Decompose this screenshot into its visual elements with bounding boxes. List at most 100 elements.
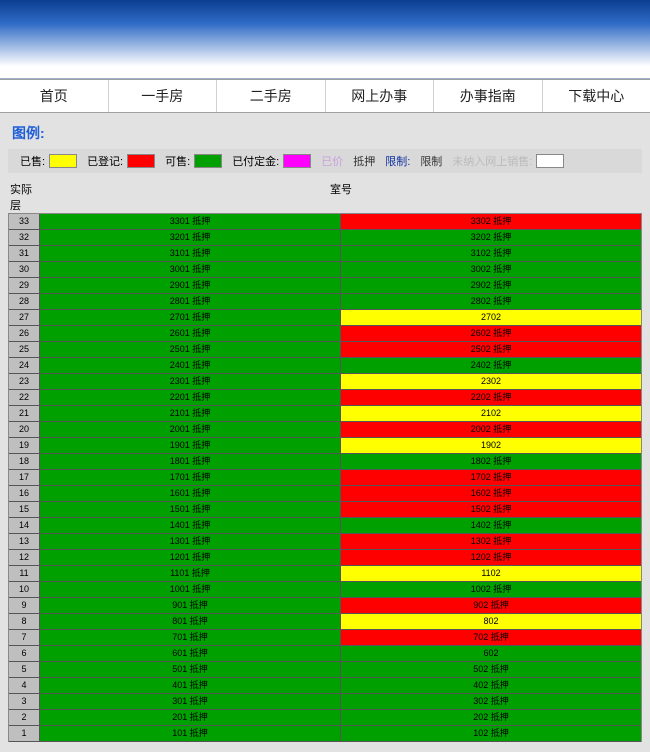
unit-cell[interactable]: 901 抵押 <box>40 598 341 613</box>
unit-cell[interactable]: 2501 抵押 <box>40 342 341 357</box>
unit-cell[interactable]: 2901 抵押 <box>40 278 341 293</box>
unit-cell[interactable]: 601 抵押 <box>40 646 341 661</box>
unit-cell[interactable]: 2402 抵押 <box>341 358 641 373</box>
unit-cell[interactable]: 3001 抵押 <box>40 262 341 277</box>
unit-cell[interactable]: 701 抵押 <box>40 630 341 645</box>
floor-cell: 19 <box>9 438 40 453</box>
floor-cell: 22 <box>9 390 40 405</box>
unit-cell[interactable]: 2102 <box>341 406 641 421</box>
unit-cell[interactable]: 102 抵押 <box>341 726 641 741</box>
nav-item-3[interactable]: 网上办事 <box>325 80 434 112</box>
unit-cell[interactable]: 1801 抵押 <box>40 454 341 469</box>
legend-label-5: 抵押 <box>353 153 375 169</box>
unit-cell[interactable]: 2702 <box>341 310 641 325</box>
table-row: 8801 抵押802 <box>9 614 641 630</box>
unit-cell[interactable]: 2101 抵押 <box>40 406 341 421</box>
floor-cell: 23 <box>9 374 40 389</box>
unit-cell[interactable]: 1902 <box>341 438 641 453</box>
unit-cell[interactable]: 3101 抵押 <box>40 246 341 261</box>
nav-item-0[interactable]: 首页 <box>0 80 108 112</box>
table-row: 1101 抵押102 抵押 <box>9 726 641 742</box>
unit-cell[interactable]: 2602 抵押 <box>341 326 641 341</box>
unit-cell[interactable]: 302 抵押 <box>341 694 641 709</box>
table-row: 252501 抵押2502 抵押 <box>9 342 641 358</box>
unit-cell[interactable]: 1001 抵押 <box>40 582 341 597</box>
floor-cell: 20 <box>9 422 40 437</box>
table-row: 303001 抵押3002 抵押 <box>9 262 641 278</box>
unit-cell[interactable]: 3302 抵押 <box>341 214 641 229</box>
unit-cell[interactable]: 2002 抵押 <box>341 422 641 437</box>
unit-cell[interactable]: 2801 抵押 <box>40 294 341 309</box>
unit-cell[interactable]: 1701 抵押 <box>40 470 341 485</box>
unit-cell[interactable]: 1102 <box>341 566 641 581</box>
nav-item-5[interactable]: 下载中心 <box>542 80 650 112</box>
unit-cell[interactable]: 1401 抵押 <box>40 518 341 533</box>
floor-cell: 30 <box>9 262 40 277</box>
unit-cell[interactable]: 2301 抵押 <box>40 374 341 389</box>
unit-cell[interactable]: 502 抵押 <box>341 662 641 677</box>
nav-item-2[interactable]: 二手房 <box>216 80 325 112</box>
unit-cell[interactable]: 1402 抵押 <box>341 518 641 533</box>
unit-cell[interactable]: 2902 抵押 <box>341 278 641 293</box>
unit-cell[interactable]: 2201 抵押 <box>40 390 341 405</box>
unit-cell[interactable]: 1602 抵押 <box>341 486 641 501</box>
unit-cell[interactable]: 2802 抵押 <box>341 294 641 309</box>
unit-cell[interactable]: 1201 抵押 <box>40 550 341 565</box>
table-row: 161601 抵押1602 抵押 <box>9 486 641 502</box>
unit-cell[interactable]: 401 抵押 <box>40 678 341 693</box>
floor-cell: 26 <box>9 326 40 341</box>
unit-cell[interactable]: 1301 抵押 <box>40 534 341 549</box>
unit-cell[interactable]: 1101 抵押 <box>40 566 341 581</box>
unit-cell[interactable]: 2701 抵押 <box>40 310 341 325</box>
legend-swatch-1 <box>127 154 155 168</box>
table-row: 5501 抵押502 抵押 <box>9 662 641 678</box>
unit-cell[interactable]: 3301 抵押 <box>40 214 341 229</box>
table-row: 292901 抵押2902 抵押 <box>9 278 641 294</box>
unit-cell[interactable]: 1502 抵押 <box>341 502 641 517</box>
unit-cell[interactable]: 101 抵押 <box>40 726 341 741</box>
unit-cell[interactable]: 1802 抵押 <box>341 454 641 469</box>
unit-cell[interactable]: 2001 抵押 <box>40 422 341 437</box>
table-row: 151501 抵押1502 抵押 <box>9 502 641 518</box>
floor-cell: 27 <box>9 310 40 325</box>
unit-cell[interactable]: 501 抵押 <box>40 662 341 677</box>
floor-cell: 12 <box>9 550 40 565</box>
unit-cell[interactable]: 1901 抵押 <box>40 438 341 453</box>
unit-cell[interactable]: 2202 抵押 <box>341 390 641 405</box>
nav-item-1[interactable]: 一手房 <box>108 80 217 112</box>
unit-cell[interactable]: 702 抵押 <box>341 630 641 645</box>
legend-swatch-3 <box>283 154 311 168</box>
nav-item-4[interactable]: 办事指南 <box>433 80 542 112</box>
table-row: 272701 抵押2702 <box>9 310 641 326</box>
table-row: 212101 抵押2102 <box>9 406 641 422</box>
unit-cell[interactable]: 2401 抵押 <box>40 358 341 373</box>
unit-cell[interactable]: 201 抵押 <box>40 710 341 725</box>
unit-cell[interactable]: 3201 抵押 <box>40 230 341 245</box>
unit-cell[interactable]: 2601 抵押 <box>40 326 341 341</box>
unit-cell[interactable]: 1302 抵押 <box>341 534 641 549</box>
floor-cell: 7 <box>9 630 40 645</box>
unit-cell[interactable]: 3002 抵押 <box>341 262 641 277</box>
unit-cell[interactable]: 1601 抵押 <box>40 486 341 501</box>
unit-cell[interactable]: 301 抵押 <box>40 694 341 709</box>
unit-cell[interactable]: 3202 抵押 <box>341 230 641 245</box>
unit-cell[interactable]: 902 抵押 <box>341 598 641 613</box>
floor-cell: 9 <box>9 598 40 613</box>
unit-cell[interactable]: 1002 抵押 <box>341 582 641 597</box>
floor-cell: 28 <box>9 294 40 309</box>
legend-label-0: 已售: <box>20 153 45 169</box>
legend-label-2: 可售: <box>165 153 190 169</box>
unit-cell[interactable]: 3102 抵押 <box>341 246 641 261</box>
table-row: 262601 抵押2602 抵押 <box>9 326 641 342</box>
unit-cell[interactable]: 2502 抵押 <box>341 342 641 357</box>
unit-cell[interactable]: 402 抵押 <box>341 678 641 693</box>
unit-cell[interactable]: 1702 抵押 <box>341 470 641 485</box>
unit-cell[interactable]: 202 抵押 <box>341 710 641 725</box>
unit-cell[interactable]: 602 <box>341 646 641 661</box>
unit-cell[interactable]: 2302 <box>341 374 641 389</box>
legend-label-8: 未纳入网上销售: <box>452 153 532 169</box>
table-row: 333301 抵押3302 抵押 <box>9 214 641 230</box>
table-row: 3301 抵押302 抵押 <box>9 694 641 710</box>
unit-cell[interactable]: 1202 抵押 <box>341 550 641 565</box>
unit-cell[interactable]: 1501 抵押 <box>40 502 341 517</box>
